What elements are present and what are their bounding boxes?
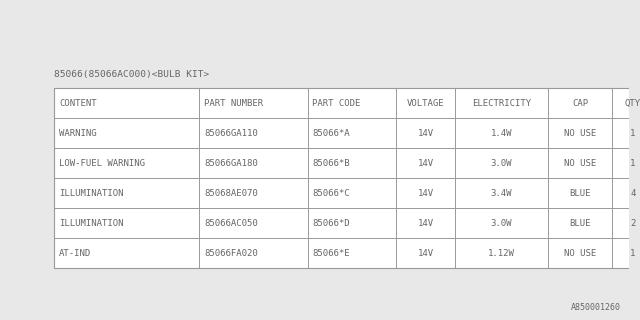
Text: 85066*B: 85066*B <box>312 158 350 167</box>
Text: CAP: CAP <box>572 99 588 108</box>
Text: 1: 1 <box>630 158 636 167</box>
Text: PART CODE: PART CODE <box>312 99 361 108</box>
Text: 85066*A: 85066*A <box>312 129 350 138</box>
Text: 4: 4 <box>630 188 636 197</box>
Text: 85066*C: 85066*C <box>312 188 350 197</box>
Text: 14V: 14V <box>417 129 433 138</box>
Text: 85066GA110: 85066GA110 <box>204 129 258 138</box>
Text: 14V: 14V <box>417 188 433 197</box>
Text: 85068AE070: 85068AE070 <box>204 188 258 197</box>
Text: CONTENT: CONTENT <box>59 99 97 108</box>
Text: VOLTAGE: VOLTAGE <box>406 99 444 108</box>
Text: ILLUMINATION: ILLUMINATION <box>59 219 124 228</box>
Text: 85066FA020: 85066FA020 <box>204 249 258 258</box>
Text: 1.4W: 1.4W <box>491 129 513 138</box>
Text: ELECTRICITY: ELECTRICITY <box>472 99 531 108</box>
Text: 1: 1 <box>630 129 636 138</box>
Text: 3.4W: 3.4W <box>491 188 513 197</box>
Text: NO USE: NO USE <box>564 158 596 167</box>
Text: WARNING: WARNING <box>59 129 97 138</box>
Text: BLUE: BLUE <box>570 188 591 197</box>
Text: 85066(85066AC000)<BULB KIT>: 85066(85066AC000)<BULB KIT> <box>54 70 209 79</box>
Text: 14V: 14V <box>417 249 433 258</box>
Text: 85066GA180: 85066GA180 <box>204 158 258 167</box>
Text: 3.0W: 3.0W <box>491 219 513 228</box>
Text: 3.0W: 3.0W <box>491 158 513 167</box>
Text: 1: 1 <box>630 249 636 258</box>
Text: 1.12W: 1.12W <box>488 249 515 258</box>
Text: BLUE: BLUE <box>570 219 591 228</box>
Bar <box>54 88 640 268</box>
Text: NO USE: NO USE <box>564 129 596 138</box>
Text: 14V: 14V <box>417 219 433 228</box>
Text: NO USE: NO USE <box>564 249 596 258</box>
Text: QTY: QTY <box>625 99 640 108</box>
Text: AT-IND: AT-IND <box>59 249 92 258</box>
Text: 85066*E: 85066*E <box>312 249 350 258</box>
Text: 85066*D: 85066*D <box>312 219 350 228</box>
Text: LOW-FUEL WARNING: LOW-FUEL WARNING <box>59 158 145 167</box>
Text: A850001260: A850001260 <box>571 303 621 312</box>
Text: ILLUMINATION: ILLUMINATION <box>59 188 124 197</box>
Text: 85066AC050: 85066AC050 <box>204 219 258 228</box>
Text: 14V: 14V <box>417 158 433 167</box>
Text: 2: 2 <box>630 219 636 228</box>
Text: PART NUMBER: PART NUMBER <box>204 99 264 108</box>
